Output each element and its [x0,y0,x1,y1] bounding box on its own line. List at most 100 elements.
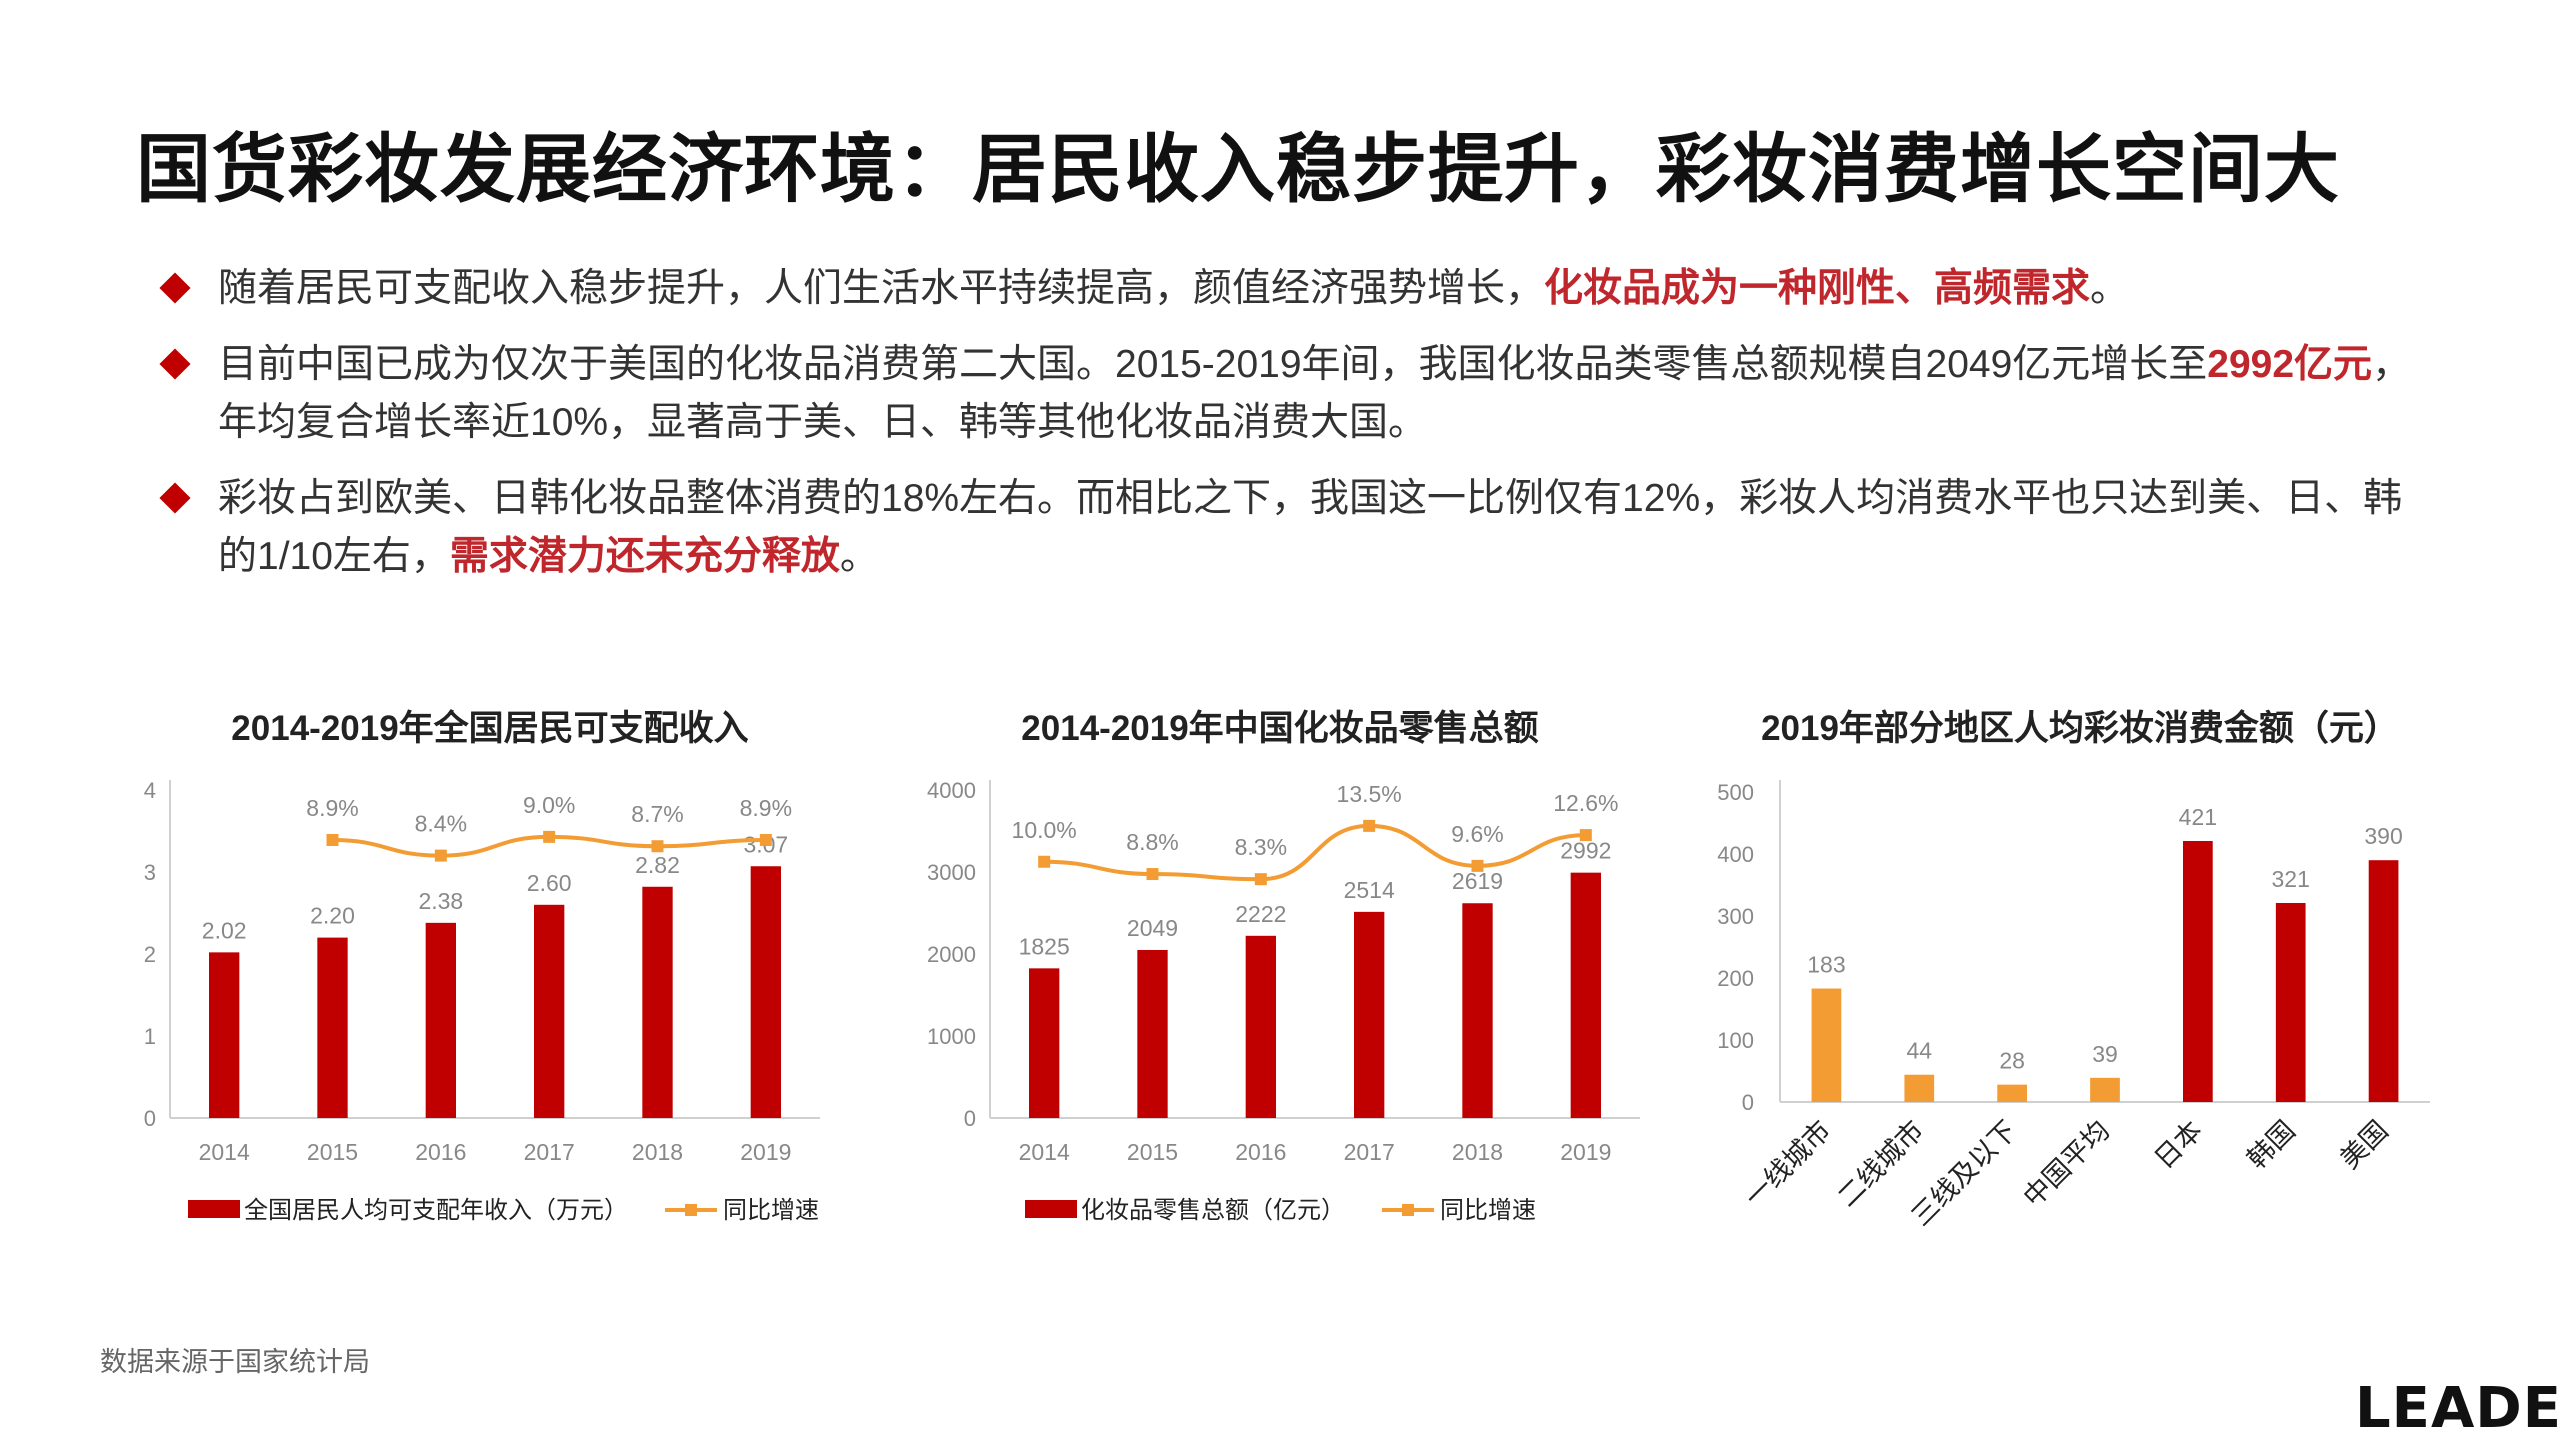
bullet-highlight: 化妆品成为一种刚性、高频需求 [1544,267,2091,310]
bar [1570,872,1601,1118]
growth-rate-point [1254,873,1267,886]
legend-line-label: 同比增速 [723,1197,819,1224]
growth-rate-label: 8.4% [415,811,467,837]
legend-bar-label: 全国居民人均可支配年收入（万元） [244,1197,628,1224]
chart-title: 2019年部分地区人均彩妆消费金额（元） [1761,709,2399,748]
growth-rate-point [1471,859,1484,872]
growth-rate-label: 9.6% [1451,821,1503,847]
x-tick-label: 一线城市 [1739,1115,1837,1213]
bar [1462,903,1493,1118]
x-tick-label: 2014 [199,1139,250,1165]
bar-data-label: 44 [1906,1038,1932,1064]
growth-rate-point [1363,819,1376,832]
growth-rate-point [326,833,339,846]
growth-rate-label: 8.3% [1235,834,1287,860]
x-tick-label: 2014 [1019,1139,1070,1165]
diamond-bullet-icon [159,272,191,304]
bullet-tail: 。 [2090,267,2130,310]
bullet-item: 目前中国已成为仅次于美国的化妆品消费第二大国。2015-2019年间，我国化妆品… [159,336,2420,452]
bar [1997,1084,2027,1102]
page-title: 国货彩妆发展经济环境：居民收入稳步提升，彩妆消费增长空间大 [136,127,2341,211]
bar-data-label: 2222 [1235,901,1286,927]
bar-data-label: 390 [2364,823,2402,849]
x-tick-label: 中国平均 [2018,1115,2116,1213]
growth-rate-label: 8.9% [740,795,792,821]
bullet-text: 随着居民可支配收入稳步提升，人们生活水平持续提高，颜值经济强势增长， [218,267,1545,310]
leader-logo: LEADER [2355,1376,2560,1441]
x-tick-label: 2019 [1560,1139,1611,1165]
y-tick-label: 200 [1717,966,1754,991]
growth-rate-point [759,833,772,846]
cosmetics-retail-chart: 2014-2019年中国化妆品零售总额 0 1000 2000 3000 4000 182… [890,700,1670,1260]
y-tick-label: 2000 [927,942,976,967]
bar [1137,949,1168,1118]
legend-line-label: 同比增速 [1440,1197,1536,1224]
chart-title: 2014-2019年全国居民可支配收入 [231,709,749,748]
bar-data-label: 39 [2092,1041,2118,1067]
growth-rate-point [1038,855,1051,868]
growth-rate-label: 12.6% [1553,790,1618,816]
bar [2275,902,2306,1102]
bar-data-label: 2.60 [527,870,572,896]
bar [2090,1077,2120,1102]
bar-data-label: 1825 [1019,933,1070,959]
y-tick-label: 1 [144,1024,156,1049]
x-tick-label: 2018 [632,1139,683,1165]
bullet-item: 随着居民可支配收入稳步提升，人们生活水平持续提高，颜值经济强势增长，化妆品成为一… [159,260,2420,318]
legend-bar-label: 化妆品零售总额（亿元） [1081,1197,1345,1224]
y-tick-label: 500 [1717,780,1754,805]
x-tick-label: 2017 [1344,1139,1395,1165]
growth-rate-point [651,840,664,853]
bar-data-label: 2.38 [418,888,463,914]
y-tick-label: 2 [144,942,156,967]
bar [1354,911,1385,1118]
bar [2368,860,2399,1102]
y-tick-label: 300 [1717,904,1754,929]
bar [317,937,348,1118]
x-tick-label: 美国 [2334,1115,2393,1174]
y-tick-label: 400 [1717,842,1754,867]
bar-data-label: 2514 [1344,877,1395,903]
growth-rate-point [1579,829,1592,842]
x-tick-label: 2018 [1452,1139,1503,1165]
y-tick-label: 3000 [927,860,976,885]
x-tick-label: 韩国 [2242,1115,2301,1174]
growth-rate-point [434,849,447,862]
legend-line-marker [685,1204,697,1216]
data-source-note: 数据来源于国家统计局 [100,1347,370,1377]
y-tick-label: 100 [1717,1028,1754,1053]
growth-rate-label: 13.5% [1337,781,1402,807]
bar-data-label: 2049 [1127,915,1178,941]
legend-bar-swatch [188,1200,240,1218]
y-tick-label: 0 [1742,1090,1754,1115]
bar-data-label: 183 [1807,952,1845,978]
y-tick-label: 4000 [927,778,976,803]
bullet-text: 彩妆占到欧美、日韩化妆品整体消费的18%左右。而相比之下，我国这一比例仅有12%… [218,477,2403,578]
x-tick-label: 2015 [307,1139,358,1165]
y-tick-label: 1000 [927,1024,976,1049]
bullet-tail: 。 [839,535,879,578]
bar-data-label: 321 [2272,866,2310,892]
bar-data-label: 2619 [1452,868,1503,894]
bar-data-label: 2.82 [635,852,680,878]
income-chart: 2014-2019年全国居民可支配收入 0 1 2 3 4 2.02 2014 2.20 201… [100,700,880,1260]
bar [425,922,456,1118]
growth-rate-point [1146,868,1159,881]
y-tick-label: 0 [144,1106,156,1131]
income-chart-svg: 0 1 2 3 4 2.02 2014 2.20 2015 2.38 2016 2.60 2017 2.8… [144,778,820,1224]
x-tick-label: 2016 [1235,1139,1286,1165]
bullet-list: 随着居民可支配收入稳步提升，人们生活水平持续提高，颜值经济强势增长，化妆品成为一… [159,260,2420,604]
bullet-highlight: 2992亿元 [2207,343,2373,386]
growth-rate-label: 10.0% [1012,817,1077,843]
y-tick-label: 0 [964,1106,976,1131]
bar-data-label: 421 [2179,804,2217,830]
x-tick-label: 二线城市 [1832,1115,1930,1213]
y-tick-label: 4 [144,778,156,803]
bar [750,866,781,1118]
x-tick-label: 2017 [524,1139,575,1165]
diamond-bullet-icon [159,482,191,514]
bullet-tail: ，年均复合增长率近10%，显著高于美、日、韩等其他化妆品消费大国。 [218,343,2412,444]
legend-line-marker [1402,1204,1414,1216]
bullet-text: 目前中国已成为仅次于美国的化妆品消费第二大国。2015-2019年间，我国化妆品… [218,343,2208,386]
bar [1811,988,1842,1102]
